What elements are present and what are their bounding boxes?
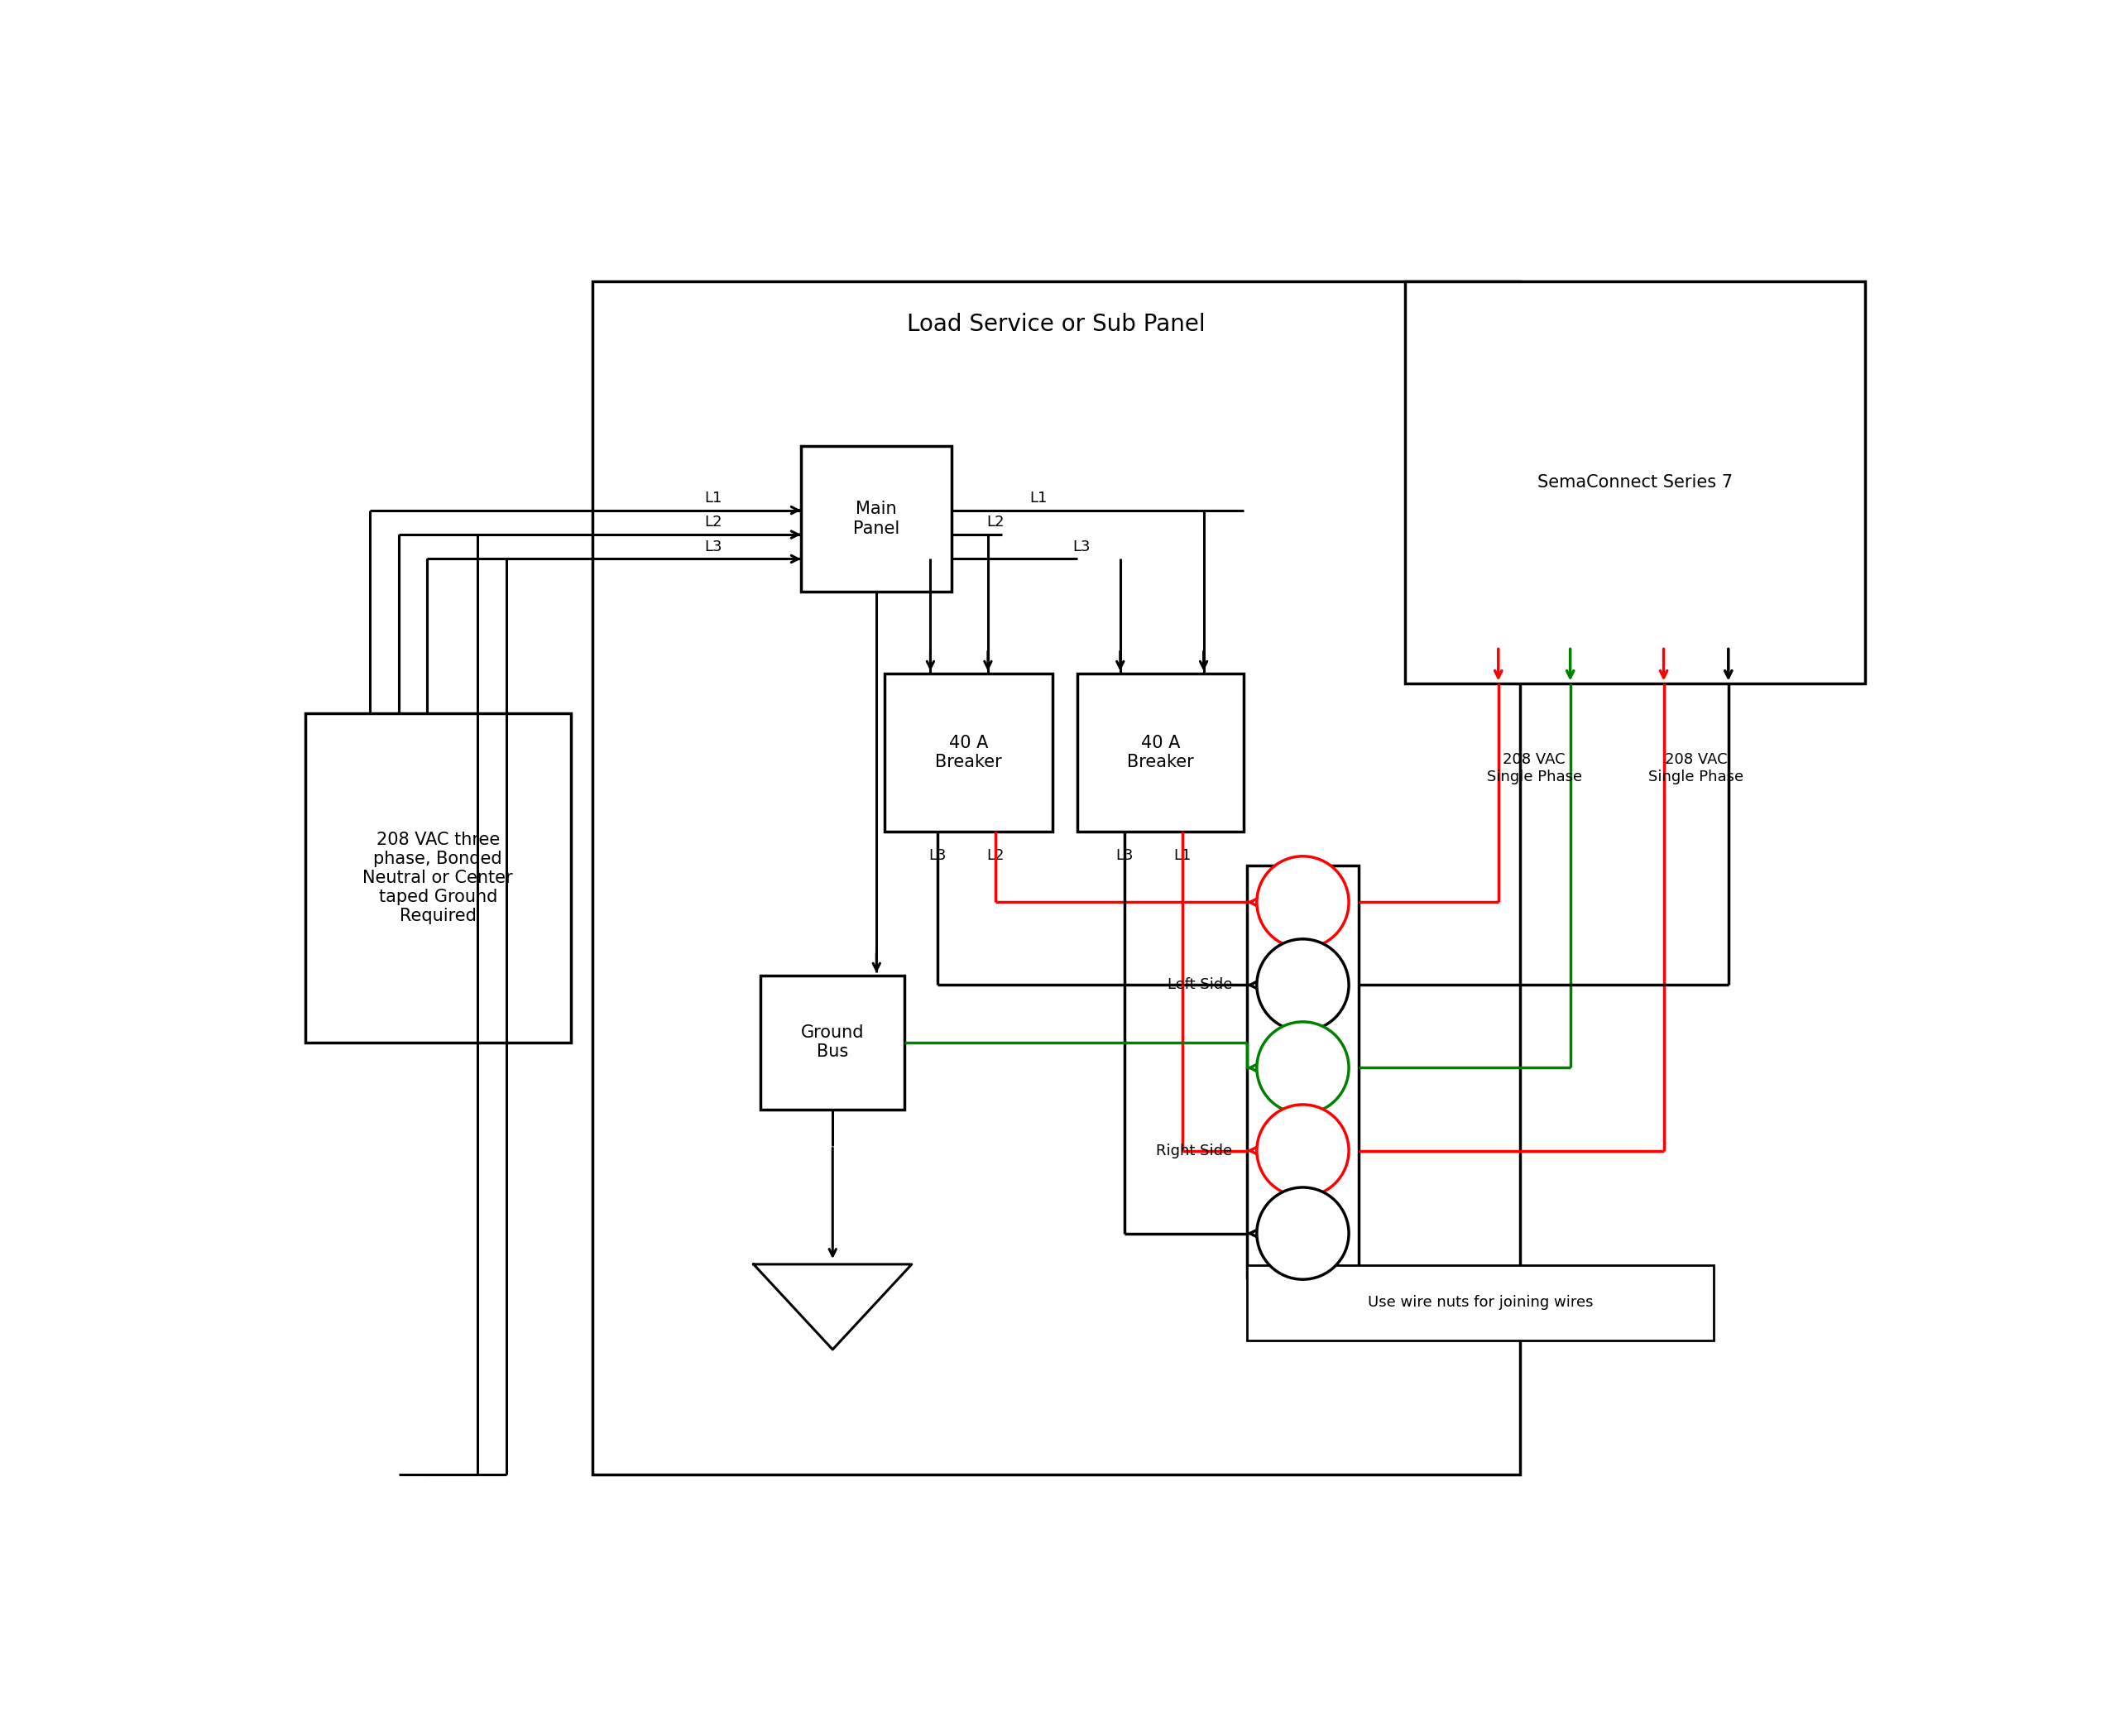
Text: L1: L1 [1030,491,1047,505]
Text: L1: L1 [705,491,722,505]
Text: 40 A
Breaker: 40 A Breaker [1127,734,1194,771]
Text: L1: L1 [1173,849,1190,863]
Bar [884,674,1053,832]
Text: 208 VAC three
phase, Bonded
Neutral or Center
taped Ground
Required: 208 VAC three phase, Bonded Neutral or C… [363,832,513,925]
Bar [1076,674,1245,832]
Bar [1405,281,1865,682]
Text: L3: L3 [928,849,947,863]
Text: Left Side: Left Side [1167,977,1232,993]
Bar [1247,1266,1713,1340]
Circle shape [1258,1023,1348,1115]
Bar [802,446,952,592]
Text: Load Service or Sub Panel: Load Service or Sub Panel [907,312,1205,335]
Text: 208 VAC
Single Phase: 208 VAC Single Phase [1488,752,1582,785]
Circle shape [1258,939,1348,1031]
Text: 40 A
Breaker: 40 A Breaker [935,734,1002,771]
Circle shape [1258,1187,1348,1279]
Bar [306,713,572,1042]
Text: L3: L3 [1072,540,1091,554]
Text: 208 VAC
Single Phase: 208 VAC Single Phase [1648,752,1743,785]
Circle shape [1258,1104,1348,1196]
Text: L3: L3 [1116,849,1133,863]
Bar [1247,866,1359,1278]
Text: SemaConnect Series 7: SemaConnect Series 7 [1538,474,1732,491]
Text: L3: L3 [705,540,722,554]
Text: Ground
Bus: Ground Bus [802,1024,865,1061]
Text: L2: L2 [705,516,722,529]
Text: Right Side: Right Side [1156,1142,1232,1158]
Text: Main
Panel: Main Panel [852,502,899,536]
Bar [593,281,1519,1474]
Bar [762,976,905,1109]
Polygon shape [753,1264,912,1349]
Text: L2: L2 [985,849,1004,863]
Text: Use wire nuts for joining wires: Use wire nuts for joining wires [1367,1295,1593,1311]
Text: L2: L2 [985,516,1004,529]
Circle shape [1258,856,1348,948]
